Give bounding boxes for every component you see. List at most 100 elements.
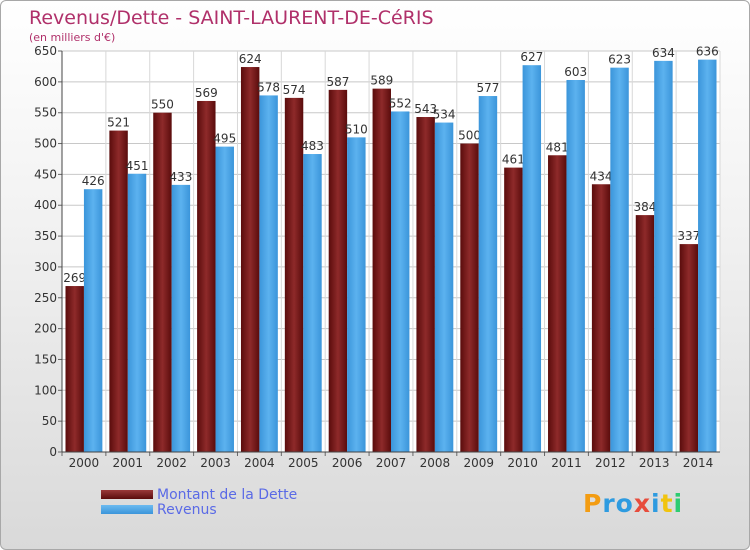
data-label-dette: 550: [151, 98, 174, 112]
data-label-dette: 569: [195, 86, 218, 100]
logo-letter: i: [673, 489, 684, 518]
x-tick-label: 2007: [376, 456, 407, 470]
legend-swatch-revenus: [101, 505, 153, 514]
proxiti-logo: Proxiti: [583, 489, 683, 518]
bar-revenus: [391, 111, 410, 452]
y-tick-label: 550: [34, 106, 57, 120]
data-label-revenus: 636: [696, 45, 719, 59]
bar-revenus: [522, 65, 542, 452]
x-tick-label: 2010: [507, 456, 538, 470]
data-label-revenus: 426: [82, 174, 105, 188]
y-tick-label: 150: [34, 352, 57, 366]
bar-dette: [504, 167, 523, 453]
bar-dette: [460, 143, 479, 453]
y-tick-label: 200: [34, 322, 57, 336]
bar-revenus: [610, 67, 629, 452]
data-label-dette: 337: [677, 229, 700, 243]
legend: Montant de la Dette Revenus: [101, 486, 298, 518]
data-label-dette: 587: [326, 75, 349, 89]
y-tick-label: 600: [34, 75, 57, 89]
data-label-revenus: 483: [301, 139, 324, 153]
bar-revenus: [478, 96, 498, 452]
data-label-revenus: 577: [476, 81, 499, 95]
bar-dette: [197, 100, 216, 453]
logo-letter: i: [651, 489, 661, 518]
data-label-dette: 269: [63, 271, 86, 285]
x-tick-label: 2000: [69, 456, 100, 470]
data-label-dette: 384: [634, 200, 657, 214]
data-label-dette: 574: [283, 83, 306, 97]
y-tick-label: 0: [49, 445, 57, 459]
bar-revenus: [215, 146, 234, 452]
x-tick-label: 2009: [463, 456, 494, 470]
x-tick-label: 2012: [595, 456, 626, 470]
data-label-dette: 481: [546, 140, 569, 154]
y-tick-label: 400: [34, 198, 57, 212]
bar-dette: [153, 112, 172, 452]
data-label-dette: 624: [239, 52, 262, 66]
data-label-revenus: 634: [652, 46, 675, 60]
bar-revenus: [698, 59, 717, 452]
logo-letter: P: [583, 489, 603, 518]
data-label-revenus: 451: [126, 159, 149, 173]
bar-dette: [328, 89, 348, 453]
data-label-revenus: 534: [433, 108, 456, 122]
x-tick-label: 2014: [683, 456, 714, 470]
data-label-dette: 589: [370, 74, 393, 88]
bar-dette: [109, 130, 128, 453]
chart-title: Revenus/Dette - SAINT-LAURENT-DE-CéRIS: [29, 7, 434, 29]
bar-dette: [284, 97, 304, 452]
bar-dette: [416, 117, 435, 452]
y-tick-label: 650: [34, 44, 57, 58]
bar-revenus: [127, 173, 147, 452]
bar-revenus: [434, 122, 454, 452]
x-tick-label: 2003: [200, 456, 231, 470]
y-tick-label: 450: [34, 167, 57, 181]
data-label-revenus: 433: [169, 170, 192, 184]
y-tick-label: 350: [34, 229, 57, 243]
legend-label-dette: Montant de la Dette: [157, 486, 298, 503]
logo-letter: t: [660, 489, 674, 518]
data-label-dette: 434: [590, 169, 613, 183]
logo-letter: r: [602, 489, 616, 518]
data-label-dette: 543: [414, 102, 437, 116]
y-tick-label: 100: [34, 383, 57, 397]
x-tick-label: 2011: [551, 456, 582, 470]
bar-revenus: [171, 184, 191, 452]
x-tick-label: 2005: [288, 456, 319, 470]
legend-label-revenus: Revenus: [157, 501, 217, 518]
bar-revenus: [303, 154, 322, 452]
data-label-revenus: 627: [520, 50, 543, 64]
data-label-dette: 461: [502, 153, 525, 167]
y-tick-label: 50: [42, 414, 57, 428]
data-label-revenus: 603: [564, 65, 587, 79]
y-tick-label: 500: [34, 137, 57, 151]
legend-item-revenus: Revenus: [101, 501, 297, 518]
bar-dette: [372, 88, 391, 452]
bar-revenus: [83, 189, 103, 452]
data-label-revenus: 495: [213, 132, 236, 146]
x-tick-label: 2006: [332, 456, 363, 470]
data-label-revenus: 623: [608, 53, 631, 67]
data-label-dette: 500: [458, 129, 481, 143]
bar-dette: [591, 184, 611, 453]
data-label-revenus: 578: [257, 80, 280, 94]
y-tick-label: 250: [34, 291, 57, 305]
data-label-revenus: 552: [389, 96, 412, 110]
x-tick-label: 2002: [156, 456, 187, 470]
legend-swatch-dette: [101, 490, 153, 499]
data-label-dette: 521: [107, 116, 130, 130]
logo-letter: o: [615, 489, 634, 518]
legend-item-dette: Montant de la Dette: [101, 486, 298, 503]
bar-dette: [548, 155, 567, 452]
x-tick-label: 2001: [113, 456, 144, 470]
bar-dette: [635, 215, 655, 452]
y-tick-label: 300: [34, 260, 57, 274]
bar-dette: [65, 286, 84, 452]
bar-revenus: [259, 95, 278, 453]
bar-revenus: [654, 60, 673, 453]
chart-subtitle: (en milliers d'€): [29, 31, 116, 44]
data-label-revenus: 510: [345, 122, 368, 136]
